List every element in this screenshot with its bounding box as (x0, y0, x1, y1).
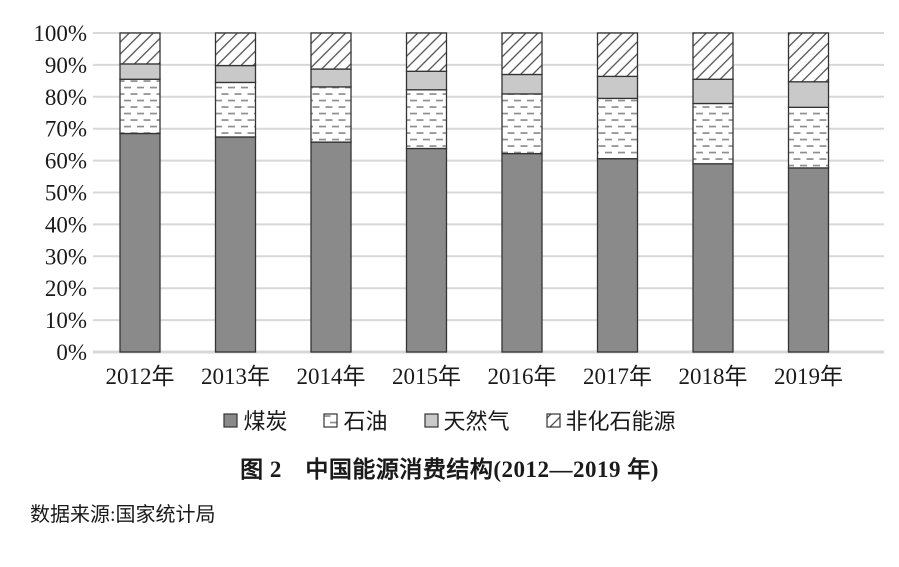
chart-legend: 煤炭 石油 天然气 非化石能源 (0, 404, 899, 436)
y-tick-80%: 80% (45, 85, 87, 110)
bar-segment-nonfossil-2017年 (596, 32, 639, 78)
bar-segment-nonfossil-2018年 (692, 32, 734, 80)
y-tick-40%: 40% (45, 212, 87, 237)
bar-segment-gas-2012年 (119, 63, 161, 80)
bar-segment-coal-2015年 (405, 147, 448, 353)
bar-segment-coal-2016年 (501, 152, 543, 353)
y-axis-labels: 0% 10% 20% 30% 40% 50% 60% 70% 80% 90% 100% (33, 21, 87, 365)
y-tick-60%: 60% (45, 149, 87, 174)
bars (119, 32, 830, 353)
x-tick-2013年: 2013年 (201, 364, 270, 389)
x-axis-labels: 2012年 2013年 2014年 2015年 2016年 2017年 2018年 2019年 (106, 364, 844, 389)
legend-item-gas: 天然气 (423, 404, 510, 436)
y-tick-10%: 10% (45, 308, 87, 333)
bar-segment-oil-2019年 (787, 106, 830, 169)
y-tick-100%: 100% (33, 21, 87, 46)
y-tick-30%: 30% (45, 244, 87, 269)
bar-segment-oil-2016年 (501, 93, 543, 155)
bar-segment-nonfossil-2015年 (405, 32, 448, 72)
bar-segment-oil-2013年 (214, 81, 257, 138)
bar-segment-gas-2016年 (501, 73, 543, 95)
legend-label-oil: 石油 (343, 409, 388, 434)
bar-segment-nonfossil-2019年 (787, 32, 830, 83)
y-tick-20%: 20% (45, 276, 87, 301)
legend-item-oil: 石油 (323, 404, 388, 436)
y-tick-0%: 0% (56, 340, 87, 365)
bar-segment-oil-2012年 (119, 78, 161, 135)
bar-segment-coal-2012年 (119, 132, 161, 353)
bar-segment-coal-2017年 (596, 158, 639, 353)
bar-segment-oil-2017年 (596, 97, 639, 160)
bar-segment-coal-2014年 (310, 141, 352, 353)
legend-swatch-rect-nonfossil (545, 412, 561, 428)
legend-swatch-nonfossil-icon (545, 412, 561, 428)
x-tick-2012年: 2012年 (106, 364, 175, 389)
gridlines (93, 32, 884, 354)
bar-segment-nonfossil-2012年 (119, 32, 161, 65)
bar-segment-oil-2015年 (405, 89, 448, 150)
legend-swatch-rect-gas (423, 412, 439, 428)
y-tick-90%: 90% (45, 53, 87, 78)
bar-segment-oil-2018年 (692, 102, 734, 165)
x-tick-2014年: 2014年 (297, 364, 366, 389)
bar-segment-gas-2014年 (310, 68, 352, 88)
legend-label-nonfossil: 非化石能源 (565, 409, 676, 434)
stacked-bar-chart: 0%10%20%30%40%50%60%70%80%90%100% 2012年 2… (33, 21, 884, 389)
bar-segment-nonfossil-2016年 (501, 32, 543, 76)
y-tick-50%: 50% (45, 181, 87, 206)
legend-swatch-gas-icon (423, 412, 439, 428)
x-tick-2019年: 2019年 (774, 364, 843, 389)
bar-segment-oil-2014年 (310, 86, 352, 143)
bar-segment-gas-2015年 (405, 70, 448, 91)
legend-label-gas: 天然气 (443, 409, 510, 434)
x-tick-2017年: 2017年 (583, 364, 652, 389)
data-source-note: 数据来源:国家统计局 (30, 504, 216, 526)
legend-swatch-coal-icon (223, 412, 239, 428)
y-tick-70%: 70% (45, 117, 87, 142)
bar-segment-gas-2019年 (787, 81, 830, 108)
bar-segment-coal-2019年 (787, 167, 830, 353)
bar-segment-gas-2013年 (214, 64, 257, 84)
legend-item-nonfossil: 非化石能源 (545, 404, 676, 436)
legend-item-coal: 煤炭 (223, 404, 287, 436)
figure-caption: 图 2 中国能源消费结构(2012—2019 年) (240, 457, 659, 482)
bar-segment-gas-2017年 (596, 75, 639, 100)
bar-segment-gas-2018年 (692, 78, 734, 105)
bar-segment-coal-2013年 (214, 136, 257, 353)
legend-swatch-oil-icon (323, 412, 339, 428)
x-tick-2018年: 2018年 (679, 364, 748, 389)
legend-swatch-rect-coal (223, 412, 239, 428)
bar-segment-nonfossil-2014年 (310, 32, 352, 70)
x-tick-2016年: 2016年 (488, 364, 557, 389)
bar-segment-nonfossil-2013年 (214, 32, 257, 67)
bar-segment-coal-2018年 (692, 163, 734, 353)
x-tick-2015年: 2015年 (392, 364, 461, 389)
legend-swatch-rect-oil (323, 412, 339, 428)
legend-label-coal: 煤炭 (243, 409, 288, 434)
